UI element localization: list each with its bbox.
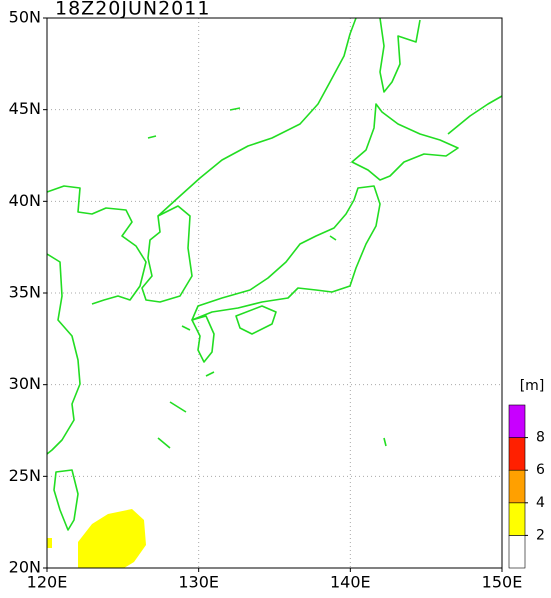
colorbar-label: 4 (536, 495, 545, 511)
colorbar-segment (508, 404, 526, 438)
coastline (46, 253, 81, 455)
coastline (141, 205, 193, 303)
coastline (147, 107, 387, 449)
y-tick-label: 30N (9, 374, 41, 393)
colorbar-label: 8 (536, 430, 545, 446)
colorbar-segment (508, 535, 526, 569)
wave-field (47, 509, 146, 568)
x-tick-label: 150E (482, 573, 523, 592)
colorbar-segment (508, 502, 526, 536)
coastline (191, 185, 381, 321)
y-tick-label: 35N (9, 283, 41, 302)
wave-area (47, 538, 52, 548)
coastline (379, 17, 421, 93)
colorbar-label: 6 (536, 462, 545, 478)
y-tick-label: 50N (9, 8, 41, 27)
coastline (351, 103, 459, 181)
map-title: 18Z20JUN2011 (55, 0, 210, 20)
wave-area (78, 509, 146, 568)
y-tick-label: 25N (9, 466, 41, 485)
grid (46, 17, 503, 569)
coastlines (46, 17, 503, 531)
y-tick-label: 45N (9, 99, 41, 118)
coastline (53, 469, 79, 531)
colorbar-segment (508, 437, 526, 471)
coastline (447, 95, 503, 135)
y-tick-label: 20N (9, 558, 41, 577)
coastline (191, 315, 215, 363)
colorbar: 2 4 6 8 (508, 404, 545, 569)
coastline (235, 305, 277, 335)
x-tick-label: 130E (178, 573, 219, 592)
coastline (46, 185, 147, 305)
colorbar-segment (508, 469, 526, 504)
coastline (157, 17, 357, 217)
x-tick-label: 140E (330, 573, 371, 592)
colorbar-unit: [m] (520, 378, 545, 394)
x-tick-label: 120E (27, 573, 68, 592)
colorbar-label: 2 (536, 527, 545, 543)
y-tick-label: 40N (9, 191, 41, 210)
